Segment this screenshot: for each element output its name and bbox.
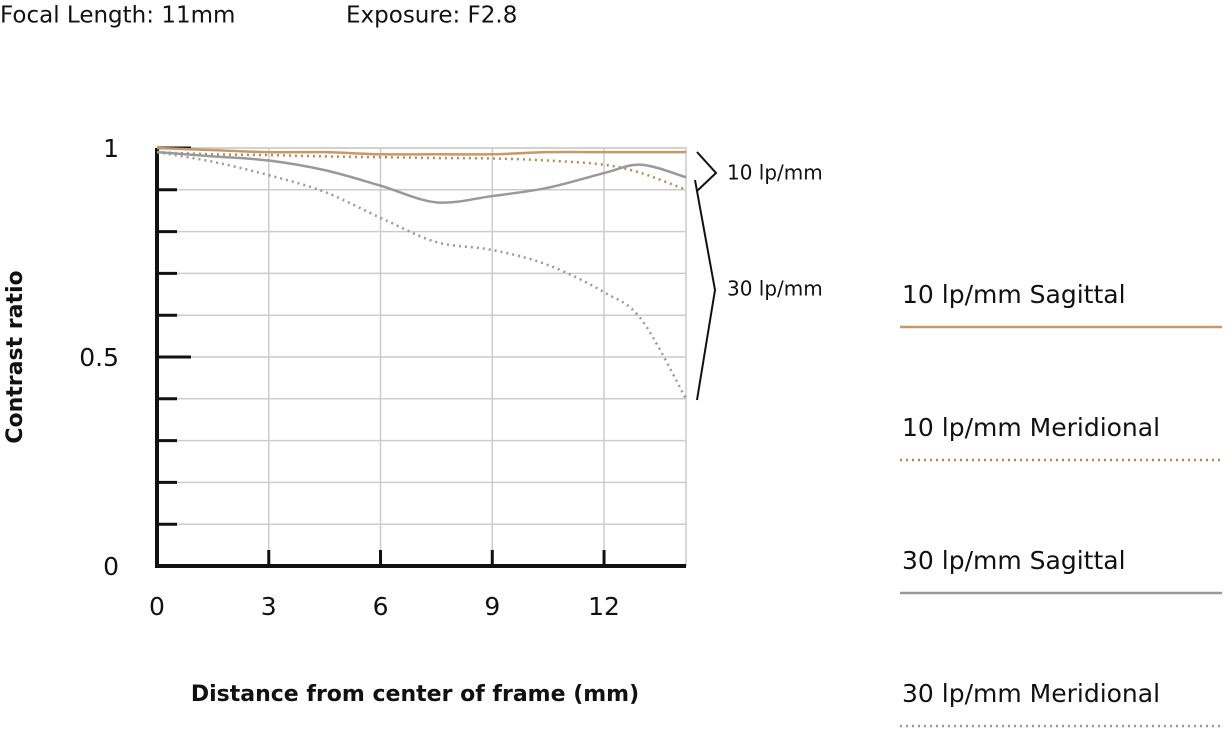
legend-label: 10 lp/mm Sagittal [902, 280, 1126, 309]
x-tick-label: 9 [484, 592, 500, 621]
focal-length: Focal Length: 11mm [0, 3, 235, 29]
legend-label: 10 lp/mm Meridional [902, 413, 1160, 442]
bracket-10 [696, 151, 718, 192]
y-axis-label: Contrast ratio [3, 270, 28, 443]
series-line [156, 150, 688, 400]
legend-label: 30 lp/mm Sagittal [902, 546, 1126, 575]
bracket-30 [694, 179, 717, 401]
legend-label: 30 lp/mm Meridional [902, 679, 1160, 708]
x-tick-label: 3 [261, 592, 277, 621]
annotation: 10 lp/mm [727, 161, 823, 185]
series-line [156, 150, 687, 204]
annotation: 30 lp/mm [727, 277, 823, 301]
y-tick-label: 0 [103, 552, 119, 581]
x-tick-label: 0 [149, 592, 165, 621]
x-axis-label: Distance from center of frame (mm) [191, 682, 639, 707]
x-tick-label: 6 [373, 592, 389, 621]
exposure: Exposure: F2.8 [346, 3, 517, 29]
series-line [156, 146, 686, 156]
x-tick-label: 12 [588, 592, 620, 621]
y-tick-label: 0.5 [79, 343, 119, 372]
y-tick-label: 1 [103, 134, 119, 163]
